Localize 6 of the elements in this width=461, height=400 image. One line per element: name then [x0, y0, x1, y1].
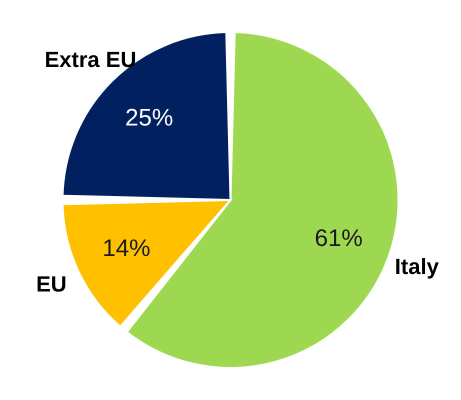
data-label: 14%	[102, 234, 150, 262]
data-label: 61%	[314, 224, 363, 252]
slice-label: EU	[36, 271, 67, 296]
slice-label: Italy	[394, 254, 440, 280]
slice-label: Extra EU	[44, 46, 136, 72]
data-label: 25%	[125, 104, 174, 132]
